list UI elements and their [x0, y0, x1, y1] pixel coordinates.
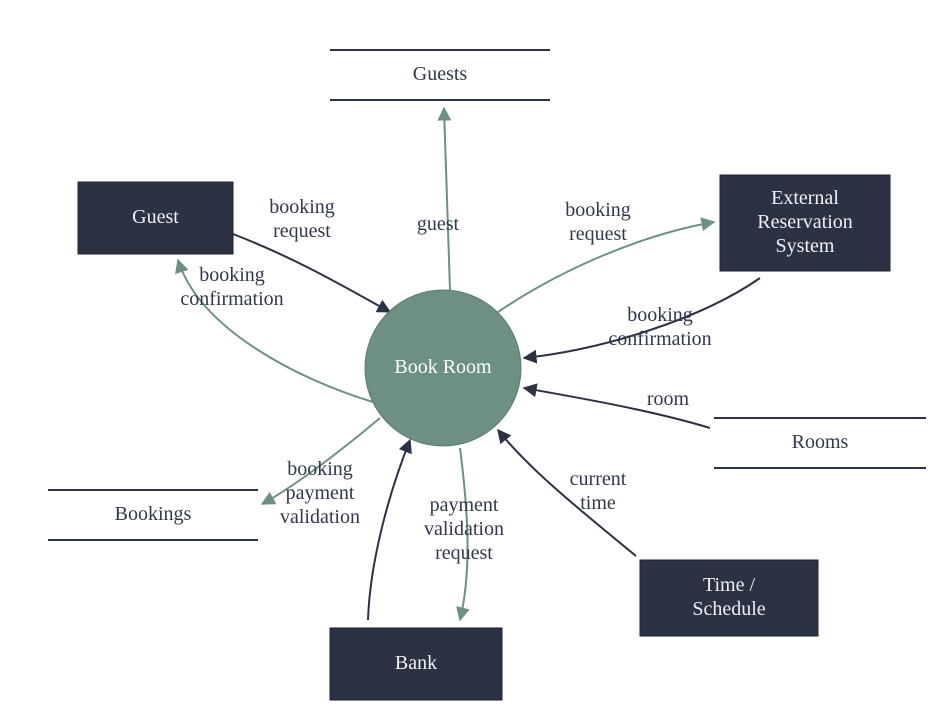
flow-label-booking-request-out: bookingrequest: [565, 199, 631, 245]
dfd-diagram: Guests Rooms Bookings Guest ExternalReserva…: [0, 0, 933, 720]
datastore-rooms-store: Rooms: [714, 418, 926, 468]
process-label: Book Room: [394, 356, 492, 378]
flow-label-guest-out: guest: [417, 213, 460, 235]
entity-guest: Guest: [78, 182, 233, 254]
flow-label-payment-validation-request-out: paymentvalidationrequest: [424, 494, 504, 564]
datastore-label-rooms-store: Rooms: [792, 431, 849, 453]
datastore-bookings-store: Bookings: [48, 490, 258, 540]
flow-label-current-time-in: currenttime: [570, 468, 627, 514]
datastore-label-bookings-store: Bookings: [115, 503, 192, 525]
entity-bank: Bank: [330, 628, 502, 700]
flow-label-room-in: room: [647, 388, 690, 410]
entity-label-guest: Guest: [132, 206, 179, 228]
flow-guest-out: [444, 108, 450, 290]
entity-label-bank: Bank: [395, 652, 437, 674]
flow-label-payment-validation-in: bookingpaymentvalidation: [280, 458, 360, 528]
entity-time-sched: Time /Schedule: [640, 560, 818, 636]
process-layer: Book Room: [365, 290, 521, 446]
datastore-guests-store: Guests: [330, 50, 550, 100]
entities-layer: Guest ExternalReservationSystem Bank Time /…: [78, 175, 890, 700]
flow-payment-validation-in: [368, 440, 410, 620]
flow-label-booking-confirmation-out: bookingconfirmation: [180, 264, 283, 310]
datastore-label-guests-store: Guests: [413, 63, 468, 85]
entity-ext-res-sys: ExternalReservationSystem: [720, 175, 890, 271]
flow-label-booking-request-in: bookingrequest: [269, 196, 335, 242]
process-book-room: Book Room: [365, 290, 521, 446]
